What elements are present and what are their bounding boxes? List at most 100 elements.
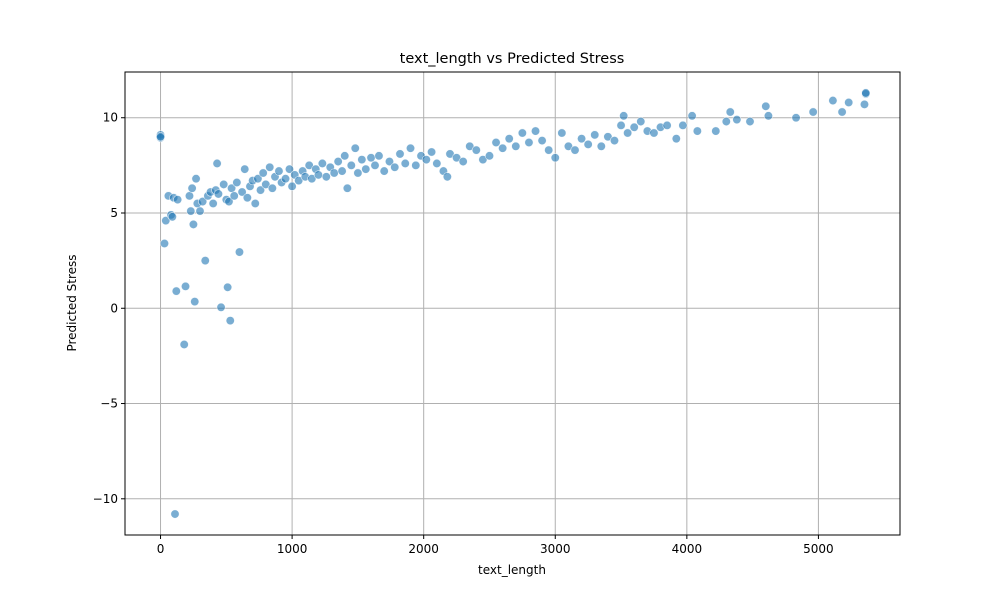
data-point	[159, 238, 169, 248]
data-point	[725, 107, 735, 117]
data-point	[179, 339, 189, 349]
x-axis-label: text_length	[478, 563, 546, 577]
data-point	[379, 166, 389, 176]
data-point	[346, 160, 356, 170]
data-point	[590, 130, 600, 140]
data-point	[274, 166, 284, 176]
data-point	[242, 193, 252, 203]
data-point	[167, 212, 177, 222]
data-point	[232, 178, 242, 188]
data-point	[550, 153, 560, 163]
data-point	[267, 183, 277, 193]
data-point	[524, 137, 534, 147]
x-tick-label: 3000	[540, 542, 571, 556]
data-point	[662, 120, 672, 130]
data-point	[427, 147, 437, 157]
data-point	[340, 151, 350, 161]
data-point	[317, 158, 327, 168]
data-point	[284, 164, 294, 174]
plot-frame	[124, 71, 901, 536]
data-point	[198, 197, 208, 207]
y-tick-label: 10	[103, 111, 118, 125]
data-point	[224, 197, 234, 207]
y-tick-label: 5	[110, 206, 118, 220]
data-point	[265, 162, 275, 172]
data-points	[156, 88, 871, 519]
data-point	[234, 247, 244, 257]
data-point	[186, 206, 196, 216]
data-point	[629, 122, 639, 132]
data-point	[791, 113, 801, 123]
data-point	[844, 97, 854, 107]
data-point	[583, 139, 593, 149]
data-point	[219, 179, 229, 189]
data-point	[329, 168, 339, 178]
data-point	[342, 183, 352, 193]
data-point	[458, 157, 468, 167]
data-point	[366, 153, 376, 163]
data-point	[256, 185, 266, 195]
data-point	[184, 191, 194, 201]
data-point	[353, 168, 363, 178]
y-tick-label: −5	[100, 397, 118, 411]
data-point	[570, 145, 580, 155]
data-point	[544, 145, 554, 155]
data-point	[240, 164, 250, 174]
data-point	[287, 181, 297, 191]
x-tick-label: 5000	[803, 542, 834, 556]
data-point	[225, 316, 235, 326]
data-point	[406, 143, 416, 153]
data-point	[216, 302, 226, 312]
data-point	[837, 107, 847, 117]
data-point	[745, 117, 755, 127]
data-point	[156, 132, 166, 142]
data-point	[173, 195, 183, 205]
data-point	[649, 128, 659, 138]
data-point	[361, 164, 371, 174]
data-point	[828, 96, 838, 106]
x-tick-label: 4000	[672, 542, 703, 556]
x-tick-label: 0	[157, 542, 165, 556]
data-point	[531, 126, 541, 136]
data-point	[636, 117, 646, 127]
data-point	[395, 149, 405, 159]
x-tick-label: 1000	[277, 542, 308, 556]
data-point	[370, 160, 380, 170]
data-point	[357, 155, 367, 165]
data-point	[511, 141, 521, 151]
y-tick-label: 0	[110, 301, 118, 315]
data-point	[250, 198, 260, 208]
axis-ticks: 0 1000 2000 3000 4000 5000 −10 −5 0 5 10	[93, 111, 834, 556]
data-point	[763, 111, 773, 121]
grid-lines	[125, 72, 900, 535]
data-point	[374, 151, 384, 161]
y-axis-label: Predicted Stress	[65, 254, 79, 351]
data-point	[313, 170, 323, 180]
data-point	[281, 174, 291, 184]
data-point	[208, 198, 218, 208]
data-point	[498, 143, 508, 153]
data-point	[671, 134, 681, 144]
data-point	[188, 219, 198, 229]
data-point	[504, 134, 514, 144]
data-point	[187, 183, 197, 193]
data-point	[333, 157, 343, 167]
data-point	[609, 136, 619, 146]
data-point	[596, 141, 606, 151]
data-point	[442, 172, 452, 182]
x-tick-label: 2000	[408, 542, 439, 556]
data-point	[237, 187, 247, 197]
data-point	[491, 137, 501, 147]
data-point	[213, 189, 223, 199]
data-point	[200, 256, 210, 266]
data-point	[400, 158, 410, 168]
data-point	[411, 160, 421, 170]
data-point	[223, 282, 233, 292]
data-point	[859, 99, 869, 109]
data-point	[732, 115, 742, 125]
data-point	[321, 172, 331, 182]
data-point	[678, 120, 688, 130]
data-point	[350, 143, 360, 153]
data-point	[484, 151, 494, 161]
data-point	[253, 174, 263, 184]
